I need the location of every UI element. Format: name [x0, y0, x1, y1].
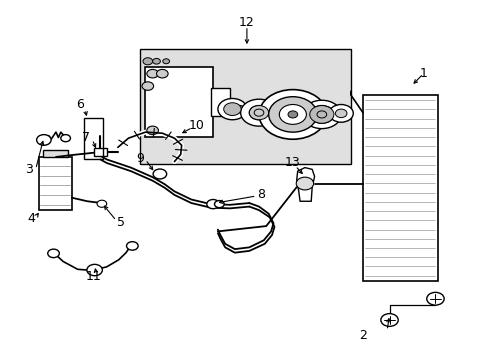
Text: 11: 11 [85, 270, 102, 283]
Circle shape [97, 200, 106, 207]
Bar [94, 148, 107, 156]
Text: 7: 7 [82, 131, 90, 144]
Circle shape [87, 264, 102, 276]
Circle shape [249, 105, 268, 120]
Circle shape [142, 82, 153, 90]
Text: 1: 1 [419, 67, 427, 80]
Bar [39, 157, 72, 210]
Text: 2: 2 [358, 329, 366, 342]
Circle shape [287, 111, 297, 118]
Bar [210, 88, 229, 116]
Circle shape [48, 249, 59, 258]
Circle shape [240, 99, 277, 126]
Circle shape [152, 58, 160, 64]
Circle shape [309, 105, 333, 123]
Circle shape [254, 109, 264, 116]
Circle shape [328, 104, 352, 122]
Text: 12: 12 [239, 16, 254, 29]
Text: 8: 8 [257, 188, 265, 201]
Bar [362, 95, 437, 281]
Text: 6: 6 [76, 98, 84, 111]
Circle shape [214, 201, 224, 208]
Circle shape [296, 177, 313, 190]
Circle shape [206, 199, 219, 209]
Bar [84, 118, 103, 159]
Circle shape [163, 59, 169, 64]
Bar [43, 150, 68, 157]
Circle shape [279, 104, 306, 124]
Circle shape [156, 69, 168, 78]
Text: 4: 4 [28, 212, 36, 225]
Circle shape [218, 99, 246, 120]
Text: 13: 13 [285, 157, 300, 170]
Circle shape [259, 90, 326, 139]
Circle shape [146, 69, 158, 78]
Circle shape [61, 135, 70, 142]
Circle shape [223, 103, 241, 116]
Bar [145, 67, 213, 138]
Circle shape [153, 169, 166, 179]
Circle shape [249, 105, 268, 120]
Circle shape [37, 135, 51, 145]
Circle shape [335, 109, 346, 118]
Text: 10: 10 [188, 118, 203, 131]
Circle shape [426, 292, 443, 305]
Polygon shape [296, 168, 314, 201]
Circle shape [380, 314, 397, 327]
Circle shape [126, 242, 138, 250]
Text: 5: 5 [117, 216, 125, 229]
Circle shape [302, 100, 341, 129]
Polygon shape [139, 49, 350, 164]
Circle shape [268, 97, 316, 132]
Circle shape [316, 111, 326, 118]
Circle shape [142, 58, 152, 65]
Circle shape [234, 105, 244, 113]
Text: 9: 9 [136, 152, 144, 165]
Circle shape [146, 126, 158, 135]
Circle shape [309, 105, 333, 123]
Text: 3: 3 [25, 163, 33, 176]
